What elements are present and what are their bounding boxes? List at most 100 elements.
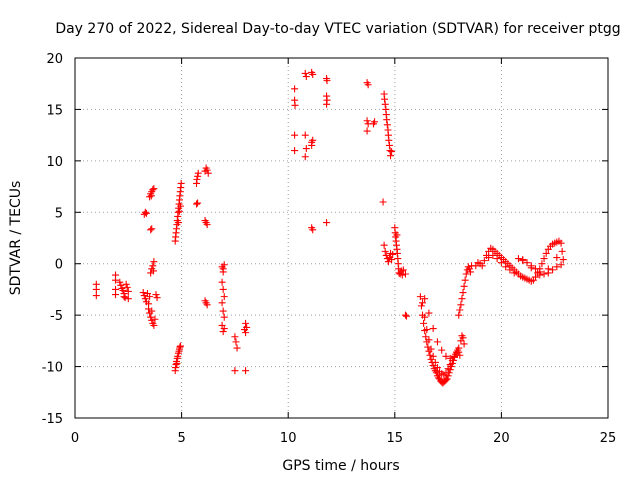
data-point [291, 85, 299, 93]
data-point [142, 209, 150, 217]
data-point [323, 219, 331, 227]
data-point [122, 280, 130, 288]
plot-frame [74, 57, 609, 419]
data-point [422, 333, 430, 341]
data-point [502, 263, 510, 271]
data-point [432, 369, 440, 377]
data-point [219, 307, 227, 315]
data-point [393, 231, 401, 239]
data-point [458, 295, 466, 303]
data-point [302, 73, 310, 81]
data-point [506, 266, 514, 274]
data-point [301, 131, 309, 139]
data-point [309, 226, 317, 234]
data-point [323, 77, 331, 85]
data-point [218, 299, 226, 307]
data-point [401, 270, 409, 278]
data-point [456, 306, 464, 314]
data-point [459, 289, 467, 297]
data-point [242, 367, 250, 375]
x-tick-label: 0 [71, 431, 79, 446]
data-point [141, 295, 149, 303]
data-point [150, 258, 158, 266]
data-point [385, 141, 393, 149]
data-point [194, 199, 202, 207]
data-point [442, 369, 450, 377]
data-point [450, 352, 458, 360]
data-point [147, 192, 155, 200]
y-tick-label: 0 [55, 258, 63, 273]
data-point [174, 219, 182, 227]
data-point [92, 292, 100, 300]
data-point [431, 358, 439, 366]
data-point [147, 313, 155, 321]
data-point [232, 338, 240, 346]
data-point [112, 276, 120, 284]
data-point [446, 354, 454, 362]
data-point [423, 326, 431, 334]
data-point [146, 293, 154, 301]
chart-title: Day 270 of 2022, Sidereal Day-to-day VTE… [55, 21, 620, 37]
data-point [443, 375, 451, 383]
data-point [112, 291, 120, 299]
data-point [149, 186, 157, 194]
data-point [231, 333, 239, 341]
data-point [379, 198, 387, 206]
data-point [514, 255, 522, 263]
data-point [363, 117, 371, 125]
data-point [173, 359, 181, 367]
data-point [489, 251, 497, 259]
data-point [233, 344, 241, 352]
data-point [220, 313, 228, 321]
data-point [519, 256, 527, 264]
data-point [401, 311, 409, 319]
data-point [549, 266, 557, 274]
data-point [219, 328, 227, 336]
data-point [462, 270, 470, 278]
data-point [151, 315, 159, 323]
data-point [148, 307, 156, 315]
x-axis-title: GPS time / hours [282, 458, 399, 474]
data-point [557, 261, 565, 269]
data-point [480, 257, 488, 265]
data-point [220, 293, 228, 301]
x-tick-label: 15 [387, 431, 404, 446]
data-point [301, 153, 309, 161]
data-point [381, 95, 389, 103]
data-point [433, 364, 441, 372]
y-tick-label: 5 [55, 206, 63, 221]
data-point [120, 293, 128, 301]
data-point [459, 334, 467, 342]
data-point [553, 263, 561, 271]
data-point [540, 255, 548, 263]
data-point [536, 271, 544, 279]
data-point [433, 338, 441, 346]
data-point [309, 70, 317, 78]
data-point [442, 376, 450, 384]
data-point [417, 302, 425, 310]
data-point [542, 249, 550, 257]
data-point [455, 344, 463, 352]
data-point [363, 127, 371, 135]
data-point [427, 345, 435, 353]
data-point [420, 319, 428, 327]
data-point [438, 346, 446, 354]
data-point [383, 121, 391, 129]
data-point [381, 100, 389, 108]
data-point [419, 299, 427, 307]
data-point [425, 309, 433, 317]
data-point [532, 265, 540, 273]
data-point [540, 270, 548, 278]
grid-lines [75, 58, 608, 418]
x-tick-label: 20 [493, 431, 510, 446]
data-point [139, 289, 147, 297]
data-point [147, 226, 155, 234]
y-tick-label: -15 [42, 412, 63, 427]
data-point [371, 118, 379, 126]
x-tick-label: 25 [600, 431, 617, 446]
data-point [383, 116, 391, 124]
y-axis-title: SDTVAR / TECUs [8, 181, 24, 296]
data-point [193, 200, 201, 208]
data-point [385, 136, 393, 144]
data-point [364, 81, 372, 89]
